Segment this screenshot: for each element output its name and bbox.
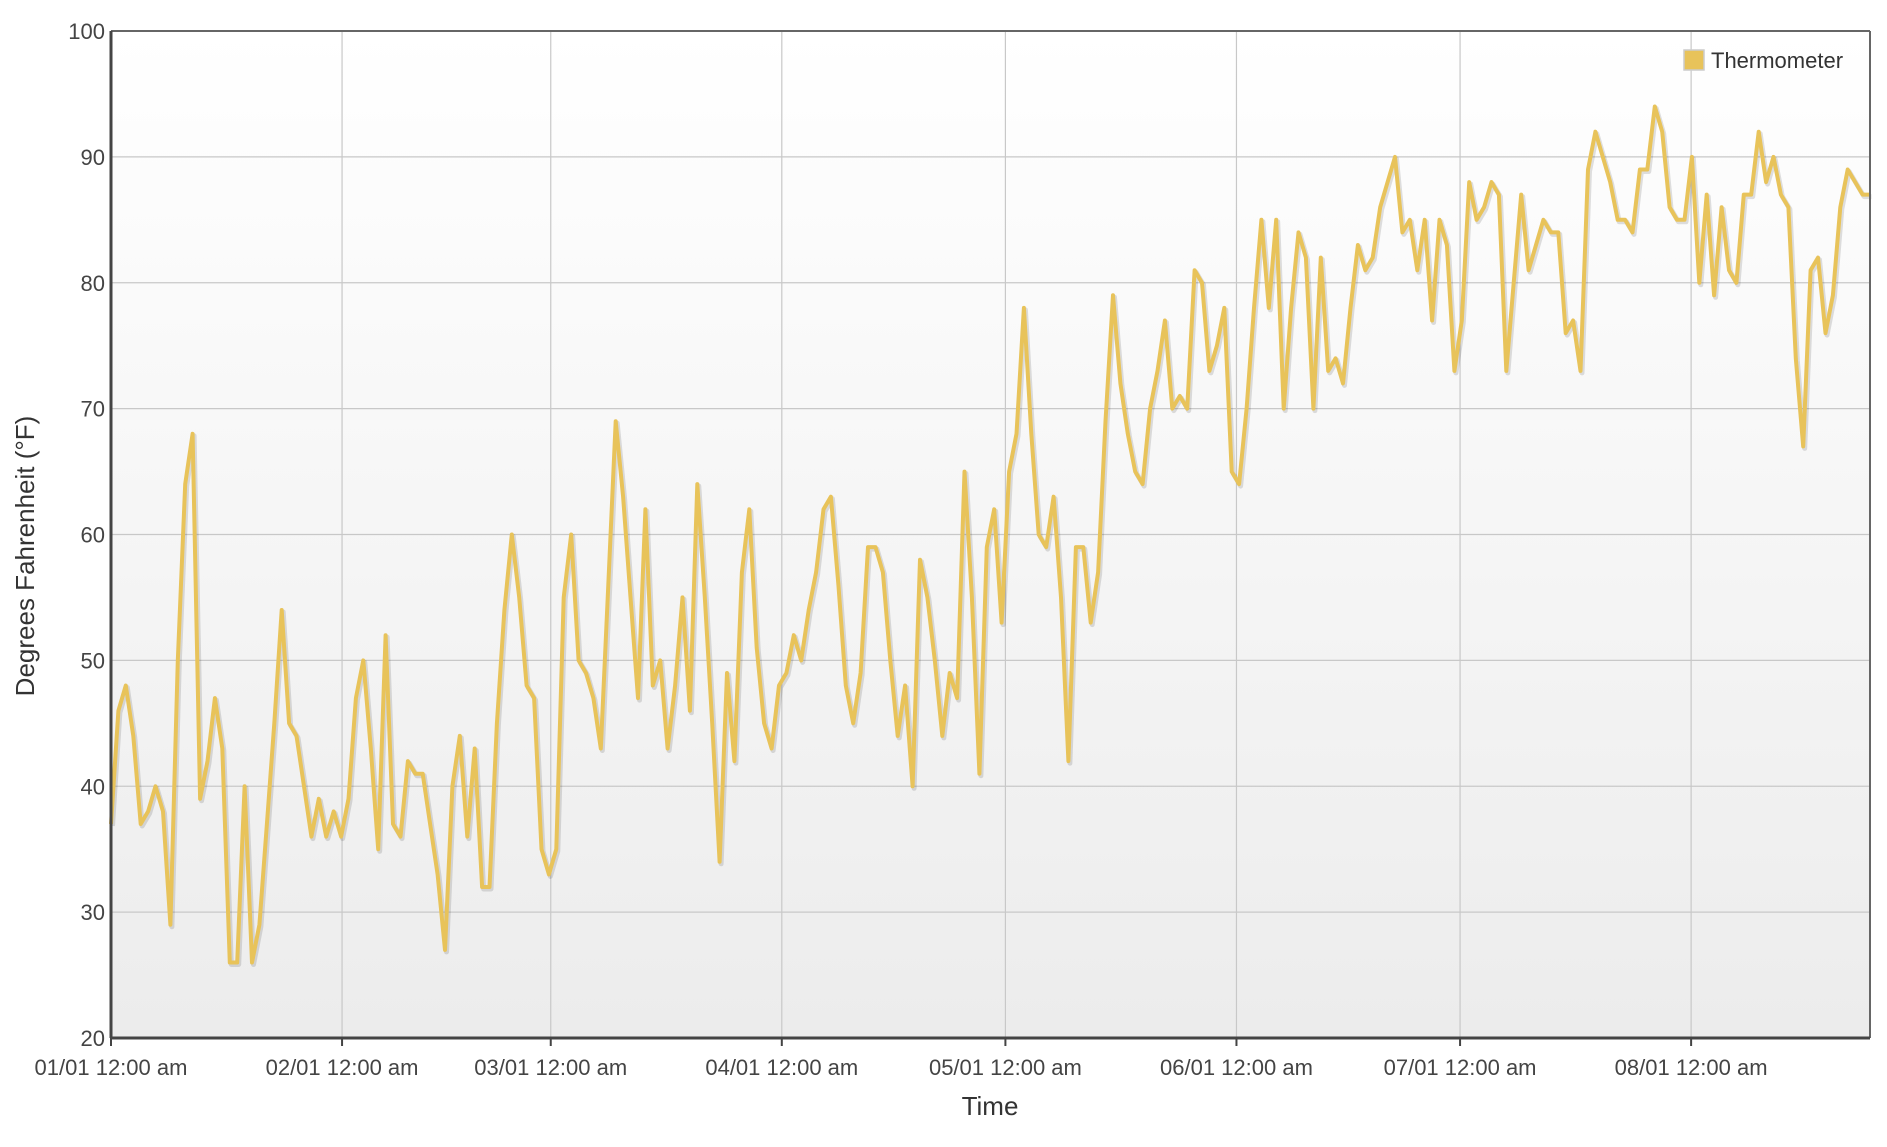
y-axis-title: Degrees Fahrenheit (°F) [10, 416, 40, 697]
x-tick-label: 06/01 12:00 am [1160, 1055, 1313, 1080]
y-tick-label: 50 [81, 648, 105, 673]
x-tick-label: 07/01 12:00 am [1384, 1055, 1537, 1080]
x-tick-label: 02/01 12:00 am [266, 1055, 419, 1080]
legend-label: Thermometer [1711, 48, 1843, 73]
legend-swatch [1683, 49, 1705, 71]
x-tick-label: 01/01 12:00 am [35, 1055, 188, 1080]
y-tick-label: 70 [81, 397, 105, 422]
series-line-thermometer [109, 104, 1870, 965]
y-tick-labels: 20 30 40 50 60 70 80 90 100 [68, 19, 105, 1051]
x-tick-label: 08/01 12:00 am [1615, 1055, 1768, 1080]
x-tick-labels: 01/01 12:00 am 02/01 12:00 am 03/01 12:00 … [35, 1038, 1768, 1080]
x-tick-label: 04/01 12:00 am [705, 1055, 858, 1080]
series-group [109, 104, 1872, 967]
y-tick-label: 60 [81, 523, 105, 548]
y-tick-label: 80 [81, 271, 105, 296]
x-axis-title: Time [962, 1091, 1019, 1121]
y-tick-label: 30 [81, 900, 105, 925]
x-tick-label: 03/01 12:00 am [474, 1055, 627, 1080]
y-tick-label: 20 [81, 1026, 105, 1051]
legend: Thermometer [1683, 48, 1843, 73]
y-tick-label: 100 [68, 19, 105, 44]
x-tick-label: 05/01 12:00 am [929, 1055, 1082, 1080]
plot-frame [109, 30, 1871, 1040]
y-tick-label: 40 [81, 774, 105, 799]
y-tick-label: 90 [81, 145, 105, 170]
